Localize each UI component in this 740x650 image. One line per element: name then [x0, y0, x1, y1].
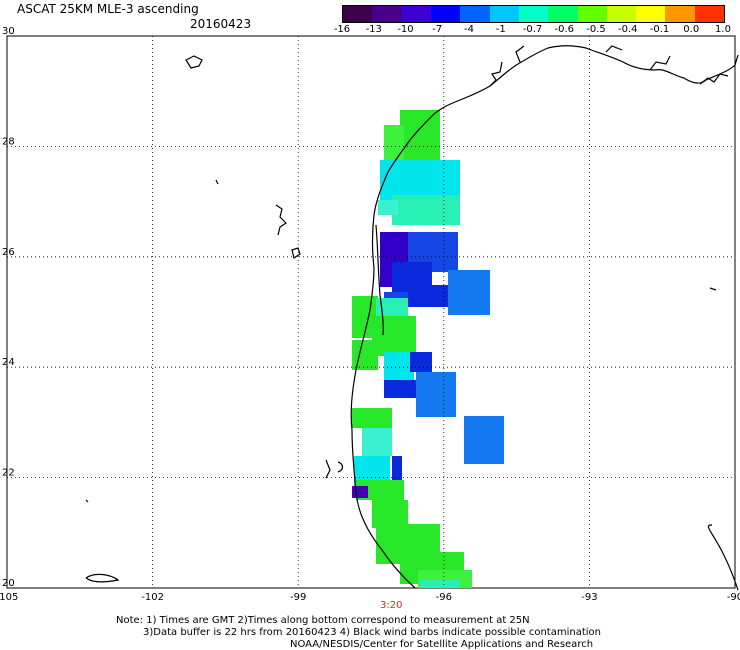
lat-tick-label: 30 — [2, 26, 15, 37]
chart-date: 20160423 — [190, 17, 252, 31]
color-swatch — [548, 6, 578, 22]
color-scale-label: -16 — [333, 24, 351, 35]
color-scale-label: -0.5 — [586, 24, 606, 35]
pass-time-label: 3:20 — [380, 600, 403, 611]
color-scale-labels: -16 -13 -10 -7 -4 -1 -0.7 -0.6 -0.5 -0.4 -0.1 0.0 1.… — [334, 24, 731, 38]
color-swatch — [636, 6, 666, 22]
color-scale-label: -0.7 — [522, 24, 543, 35]
lake-5 — [325, 459, 344, 479]
color-scale-bar — [342, 5, 725, 23]
wind-cell — [464, 416, 504, 464]
color-swatch — [372, 6, 402, 22]
lat-tick-label: 28 — [2, 136, 15, 147]
color-swatch — [694, 6, 725, 22]
wind-cell — [372, 500, 408, 528]
wind-cell — [416, 372, 456, 417]
wind-cell — [352, 486, 368, 498]
lake-2 — [275, 204, 287, 236]
lon-tick-label: -93 — [581, 592, 597, 603]
color-swatch — [489, 6, 519, 22]
note-line-1: Note: 1) Times are GMT 2)Times along bot… — [116, 615, 530, 626]
lat-tick-label: 22 — [2, 468, 15, 479]
lake-6 — [215, 179, 219, 185]
note-line-3: NOAA/NESDIS/Center for Satellite Applica… — [290, 639, 594, 650]
wind-cell — [380, 160, 460, 200]
color-scale-label: -1 — [495, 24, 506, 35]
color-swatch — [430, 6, 461, 22]
lake-8 — [85, 499, 89, 503]
color-scale-label: -0.1 — [649, 24, 670, 35]
color-swatch — [577, 6, 607, 22]
color-swatch — [343, 6, 373, 22]
color-scale-label: -0.4 — [617, 24, 638, 35]
color-swatch — [606, 6, 637, 22]
barrier-island — [375, 224, 384, 336]
lat-tick-label: 20 — [2, 578, 15, 589]
wind-cell — [378, 200, 398, 215]
wind-cell — [400, 110, 440, 160]
lon-tick-label: -99 — [290, 592, 306, 603]
la-coast-detail — [489, 45, 729, 87]
axis-labels: -105 -102 -99 -96 -93 -90 30 28 26 24 22 20 — [0, 26, 740, 603]
color-scale-label: 0.0 — [683, 24, 700, 35]
wind-cell — [410, 352, 432, 372]
color-scale-label: -0.6 — [554, 24, 575, 35]
color-swatch — [518, 6, 549, 22]
plot-frame — [6, 35, 736, 589]
color-scale-label: -10 — [397, 24, 414, 35]
gulf-coastline — [350, 45, 739, 591]
wind-cell — [376, 298, 408, 318]
coastline — [85, 45, 739, 591]
wind-cell — [392, 195, 460, 225]
wind-cell — [448, 270, 490, 315]
lake-3 — [291, 247, 301, 259]
color-swatch — [665, 6, 695, 22]
lat-tick-label: 24 — [2, 357, 15, 368]
wind-cell — [420, 580, 460, 588]
color-swatch — [401, 6, 431, 22]
lat-tick-label: 26 — [2, 247, 15, 258]
color-scale-label: -7 — [432, 24, 443, 35]
wind-cell — [408, 285, 448, 307]
wind-data-cells — [352, 110, 504, 588]
color-scale-label: -4 — [464, 24, 474, 35]
color-scale-label: -13 — [365, 24, 382, 35]
chart-title: ASCAT 25KM MLE-3 ascending — [17, 2, 199, 16]
lon-tick-label: -105 — [0, 592, 18, 603]
wind-cell — [384, 380, 424, 398]
wind-cell — [392, 456, 402, 482]
wind-cell — [372, 316, 416, 356]
lake-7 — [709, 287, 717, 291]
wind-cell — [384, 125, 404, 160]
grid-lines — [7, 36, 735, 588]
lon-tick-label: -102 — [141, 592, 164, 603]
lon-tick-label: -96 — [436, 592, 452, 603]
lon-tick-label: -90 — [727, 592, 740, 603]
color-scale-label: 1.0 — [715, 24, 731, 35]
wind-cell — [352, 408, 392, 428]
wind-cell — [362, 428, 392, 456]
color-swatch — [460, 6, 490, 22]
wind-cell — [352, 340, 378, 370]
note-line-2: 3)Data buffer is 22 hrs from 20160423 4)… — [143, 627, 601, 638]
lake-1 — [185, 55, 203, 69]
lake-4 — [85, 573, 120, 583]
